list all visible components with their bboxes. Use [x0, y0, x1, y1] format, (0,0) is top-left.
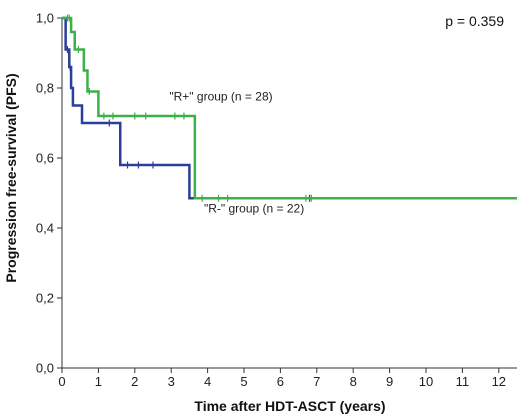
- p-value-annotation: p = 0.359: [445, 13, 504, 29]
- axes: 0,00,20,40,60,81,00 1 2 3 4 5 6 7 8 9 10 11 12: [36, 11, 517, 389]
- y-tick-label: 0,2: [36, 291, 54, 306]
- y-tick-label: 0,8: [36, 81, 54, 96]
- x-tick-label: 10: [419, 374, 433, 389]
- x-tick-label: 5: [240, 374, 247, 389]
- y-tick-label: 0,4: [36, 221, 54, 236]
- x-axis-title: Time after HDT-ASCT (years): [194, 398, 385, 414]
- survival-curves: [62, 14, 517, 202]
- x-tick-label: 0: [58, 374, 65, 389]
- series-label-r-minus: "R-" group (n = 22): [204, 201, 304, 215]
- x-tick-label: 3: [168, 374, 175, 389]
- x-tick-label: 1: [95, 374, 102, 389]
- y-tick-label: 0,6: [36, 151, 54, 166]
- x-tick-label: 2: [131, 374, 138, 389]
- y-axis-title: Progression free-survival (PFS): [3, 73, 19, 282]
- series-labels: "R+" group (n = 28) "R-" group (n = 22): [169, 89, 304, 215]
- x-tick-label: 4: [204, 374, 211, 389]
- series-label-r-plus: "R+" group (n = 28): [169, 89, 272, 103]
- series-line-r-minus: [62, 16, 517, 200]
- x-tick-label: 7: [313, 374, 320, 389]
- x-tick-label: 12: [492, 374, 506, 389]
- y-tick-label: 1,0: [36, 11, 54, 26]
- series-line-r-plus: [62, 16, 517, 200]
- x-tick-label: 6: [277, 374, 284, 389]
- x-tick-label: 9: [386, 374, 393, 389]
- x-tick-label: 11: [456, 374, 470, 389]
- y-tick-label: 0,0: [36, 361, 54, 376]
- x-tick-label: 8: [350, 374, 357, 389]
